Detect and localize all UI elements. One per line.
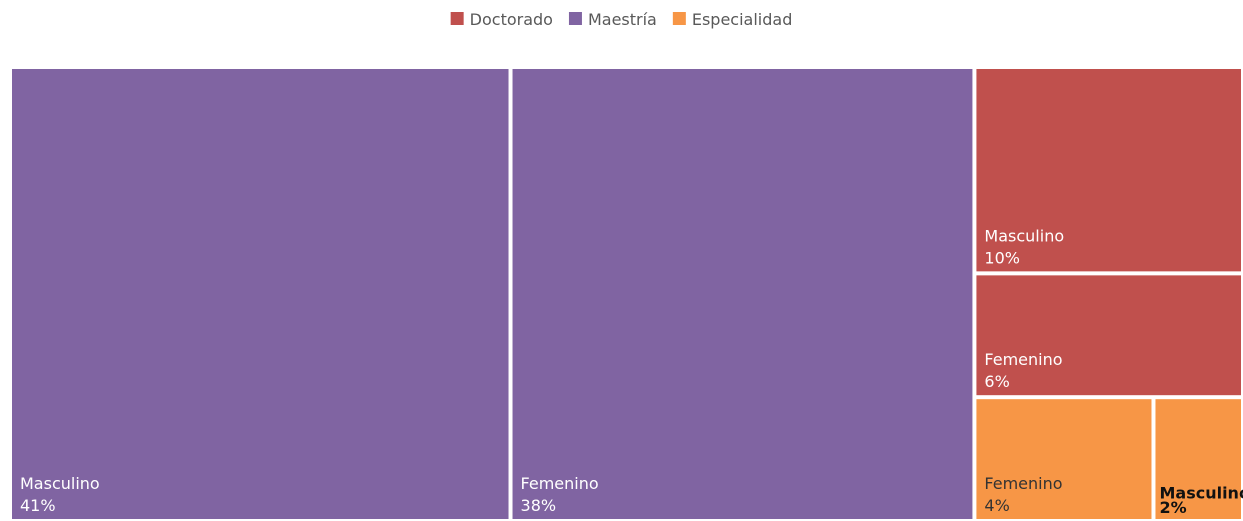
tile-label: Masculino 10%	[984, 226, 1064, 267]
legend-label: Doctorado	[470, 10, 553, 29]
treemap-tile	[976, 399, 1152, 519]
treemap-tile	[1155, 399, 1241, 519]
tile-value: 10%	[984, 248, 1020, 267]
tile-category: Masculino	[20, 474, 100, 493]
legend-swatch	[568, 12, 582, 25]
tile-value: 4%	[984, 496, 1009, 515]
treemap-tile	[512, 69, 973, 519]
tile-category: Femenino	[984, 474, 1062, 493]
legend: Doctorado Maestría Especialidad	[450, 10, 793, 29]
treemap-tile	[12, 69, 509, 519]
tile-category: Masculino	[984, 226, 1064, 245]
tile-value: 2%	[1159, 498, 1186, 517]
tile-label: Femenino 6%	[984, 350, 1062, 391]
legend-label: Especialidad	[692, 10, 793, 29]
tile-category: Femenino	[984, 350, 1062, 369]
tile-label: Femenino 4%	[984, 474, 1062, 515]
treemap-tile	[976, 275, 1241, 396]
tile-value: 6%	[984, 372, 1009, 391]
tile-label: Masculino 2%	[1159, 484, 1243, 517]
treemap-tile	[976, 69, 1241, 272]
tile-category: Femenino	[521, 474, 599, 493]
legend-label: Maestría	[588, 10, 657, 29]
tile-label: Masculino 41%	[20, 474, 100, 515]
tile-value: 41%	[20, 496, 56, 515]
tile-value: 38%	[521, 496, 557, 515]
tile-category: Masculino	[1159, 484, 1243, 503]
legend-swatch	[450, 12, 464, 25]
legend-swatch	[672, 12, 686, 25]
tile-label: Femenino 38%	[521, 474, 599, 515]
